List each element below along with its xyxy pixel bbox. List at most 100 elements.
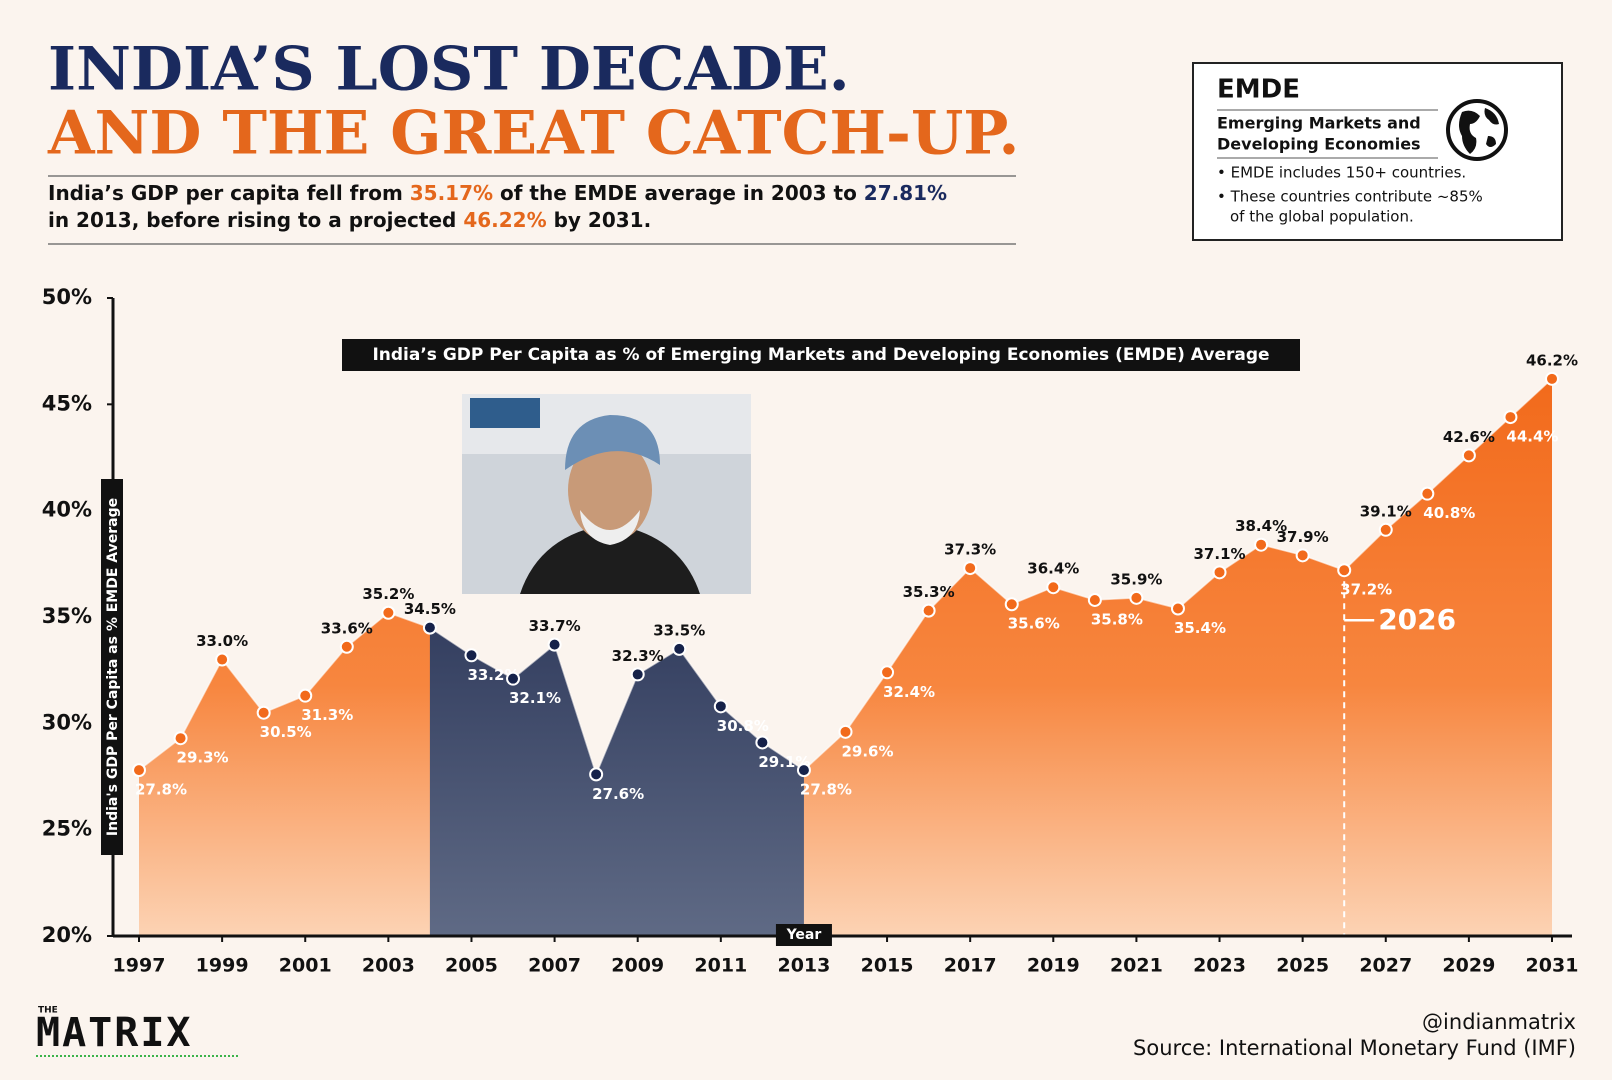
title-line1: INDIA’S LOST DECADE. xyxy=(48,35,850,105)
value-label: 35.4% xyxy=(1174,619,1226,637)
value-label: 33.7% xyxy=(529,617,581,635)
x-label-bg xyxy=(775,924,832,946)
subtitle-part: 27.81% xyxy=(864,181,947,205)
globe-icon xyxy=(1446,99,1508,161)
x-tick-label: 1999 xyxy=(196,955,249,977)
value-label: 42.6% xyxy=(1443,428,1495,446)
y-tick-label: 20% xyxy=(42,923,92,947)
value-label: 32.4% xyxy=(883,683,935,701)
value-label: 32.3% xyxy=(612,647,664,665)
point xyxy=(1254,537,1269,552)
point xyxy=(1212,565,1227,580)
value-label: 30.8% xyxy=(717,717,769,735)
value-label: 33.0% xyxy=(196,632,248,650)
value-label: 35.8% xyxy=(1091,610,1143,628)
value-label: 32.1% xyxy=(509,689,561,707)
annotation: 2026 xyxy=(1378,603,1456,636)
value-label: 29.1% xyxy=(758,753,810,771)
subtitle-part: 46.22% xyxy=(463,208,546,232)
brand-small: THE xyxy=(38,1006,58,1016)
x-tick-label: 2011 xyxy=(694,955,747,977)
subtitle-part: of the EMDE average in 2003 to xyxy=(493,181,864,205)
value-label: 44.4% xyxy=(1506,428,1558,446)
point xyxy=(1004,597,1019,612)
point xyxy=(672,641,687,656)
value-label: 46.2% xyxy=(1526,351,1578,369)
box xyxy=(1192,62,1563,241)
x-axis-label: Year xyxy=(786,927,822,943)
point xyxy=(256,705,271,720)
title-line2: AND THE GREAT CATCH-UP. xyxy=(47,99,1019,169)
value-label: 35.2% xyxy=(362,585,414,603)
x-tick-label: 2003 xyxy=(362,955,415,977)
point xyxy=(963,561,978,576)
value-label: 33.5% xyxy=(653,621,705,639)
box-title: EMDE xyxy=(1217,75,1300,105)
point xyxy=(381,605,396,620)
value-label: 29.3% xyxy=(177,749,229,767)
point xyxy=(1046,580,1061,595)
x-tick-label: 2025 xyxy=(1276,955,1329,977)
emde-box: EMDE Emerging Markets and Developing Eco… xyxy=(1192,62,1563,241)
y-label-bg xyxy=(101,479,123,855)
value-label: 29.6% xyxy=(841,742,893,760)
x-tick-label: 1997 xyxy=(113,955,166,977)
point xyxy=(755,735,770,750)
point xyxy=(1378,522,1393,537)
x-tick-label: 2031 xyxy=(1526,955,1579,977)
value-label: 27.8% xyxy=(135,781,187,799)
x-tick-label: 2005 xyxy=(445,955,498,977)
point xyxy=(921,603,936,618)
y-tick-label: 30% xyxy=(42,710,92,734)
point xyxy=(422,620,437,635)
bullet: • These countries contribute ~85% xyxy=(1217,188,1483,206)
x-tick-label: 2015 xyxy=(861,955,914,977)
x-tick-label: 2021 xyxy=(1110,955,1163,977)
point xyxy=(1129,590,1144,605)
chart-title-bg xyxy=(342,339,1300,371)
value-label: 37.3% xyxy=(944,541,996,559)
source: Source: International Monetary Fund (IMF… xyxy=(1133,1036,1576,1060)
point xyxy=(713,699,728,714)
value-label: 34.5% xyxy=(404,600,456,618)
subtitle-line: in 2013, before rising to a projected 46… xyxy=(48,208,651,232)
point xyxy=(1420,486,1435,501)
brand: MATRIX xyxy=(36,1010,193,1056)
subtitle-part: 35.17% xyxy=(410,181,493,205)
point xyxy=(173,731,188,746)
value-label: 33.6% xyxy=(321,619,373,637)
point xyxy=(464,648,479,663)
value-label: 38.4% xyxy=(1235,517,1287,535)
point xyxy=(630,667,645,682)
value-label: 27.6% xyxy=(592,785,644,803)
value-label: 36.4% xyxy=(1027,560,1079,578)
point xyxy=(1295,548,1310,563)
y-tick-label: 35% xyxy=(42,604,92,628)
photo xyxy=(462,394,751,594)
subtitle-line: India’s GDP per capita fell from 35.17% … xyxy=(48,181,947,205)
handle: @indianmatrix xyxy=(1422,1010,1576,1034)
value-label: 37.1% xyxy=(1194,545,1246,563)
value-label: 37.2% xyxy=(1340,581,1392,599)
value-label: 40.8% xyxy=(1423,504,1475,522)
x-tick-label: 2029 xyxy=(1442,955,1495,977)
highlight-area xyxy=(429,627,804,936)
point xyxy=(506,671,521,686)
value-label: 37.9% xyxy=(1277,528,1329,546)
point xyxy=(796,763,811,778)
x-tick-label: 2023 xyxy=(1193,955,1246,977)
x-tick-label: 2019 xyxy=(1027,955,1080,977)
box-subtitle: Developing Economies xyxy=(1217,135,1421,154)
y-label-group: India's GDP Per Capita as % EMDE Average xyxy=(101,479,123,855)
x-tick-label: 2001 xyxy=(279,955,332,977)
point xyxy=(132,763,146,778)
subtitle-part: India’s GDP per capita fell from xyxy=(48,181,410,205)
point xyxy=(838,724,853,739)
x-tick-label: 2027 xyxy=(1359,955,1412,977)
point xyxy=(880,665,895,680)
value-label: 35.6% xyxy=(1008,615,1060,633)
y-axis-label: India's GDP Per Capita as % EMDE Average xyxy=(105,498,121,836)
value-label: 31.3% xyxy=(301,706,353,724)
x-tick-label: 2007 xyxy=(528,955,581,977)
